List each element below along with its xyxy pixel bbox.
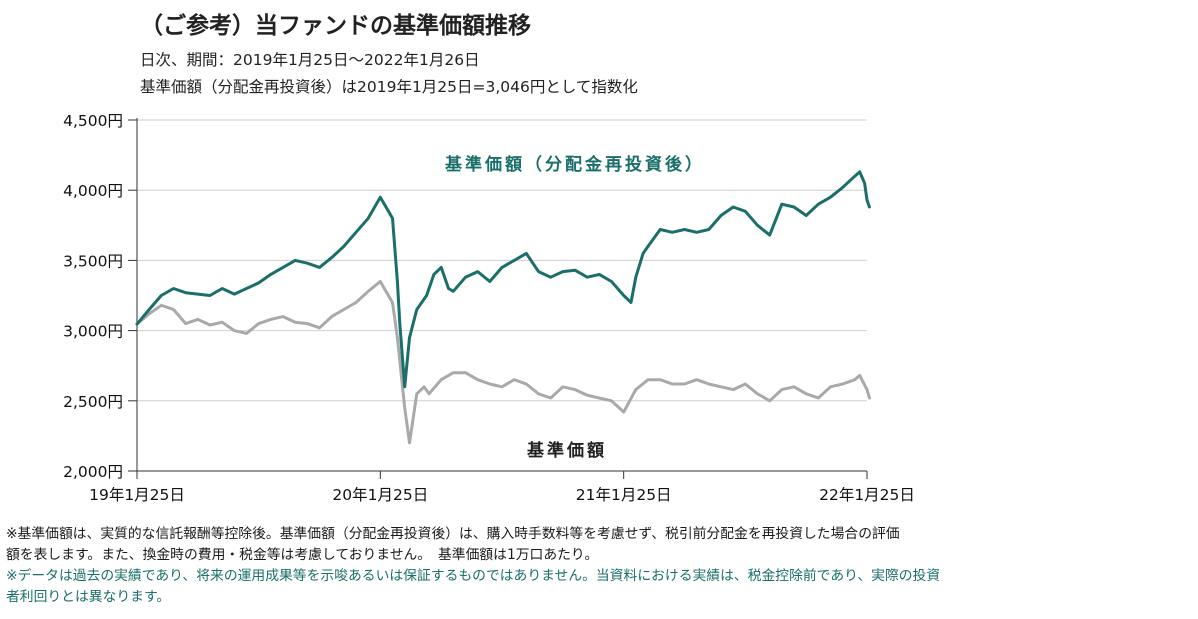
y-axis-ticks: 2,000円 2,500円 3,000円 3,500円 4,000円 4,500円: [63, 112, 137, 481]
x-axis: 19年1月25日 20年1月25日 21年1月25日 22年1月25日: [89, 118, 915, 504]
x-tick-label: 20年1月25日: [332, 486, 428, 504]
y-tick-label: 4,000円: [63, 182, 123, 200]
x-tick-label: 22年1月25日: [819, 486, 915, 504]
x-tick-label: 21年1月25日: [576, 486, 672, 504]
chart-period: 日次、期間：2019年1月25日～2022年1月26日: [140, 51, 480, 69]
y-tick-label: 2,500円: [63, 393, 123, 411]
footnotes: ※基準価額は、実質的な信託報酬等控除後。基準価額（分配金再投資後）は、購入時手数…: [6, 524, 1194, 608]
footnote-line-1: ※基準価額は、実質的な信託報酬等控除後。基準価額（分配金再投資後）は、購入時手数…: [6, 526, 900, 542]
chart-title: （ご参考）当ファンドの基準価額推移: [140, 13, 531, 39]
footnote-line-2: 額を表します。また、換金時の費用・税金等は考慮しておりません。 基準価額は1万口…: [6, 547, 599, 563]
y-tick-label: 4,500円: [63, 112, 123, 130]
series-line-nav: [135, 280, 871, 445]
x-tick-label: 19年1月25日: [89, 486, 185, 504]
series-line-reinvested: [135, 170, 871, 389]
series-label-reinvested: 基準価額（分配金再投資後）: [444, 154, 705, 175]
series-labels: 基準価額（分配金再投資後） 基準価額: [444, 154, 705, 461]
series-label-nav: 基準価額: [526, 440, 607, 461]
series-lines: [135, 170, 871, 445]
disclaimer-line-2: 者利回りとは異なります。: [6, 589, 171, 605]
y-tick-label: 3,000円: [63, 323, 123, 341]
chart-index-note: 基準価額（分配金再投資後）は2019年1月25日=3,046円として指数化: [140, 78, 638, 96]
disclaimer-line-1: ※データは過去の実績であり、将来の運用成果等を示唆あるいは保証するものではありま…: [6, 568, 941, 584]
y-tick-label: 3,500円: [63, 252, 123, 270]
gridlines: [137, 119, 867, 402]
y-tick-label: 2,000円: [63, 463, 123, 481]
nav-line-chart: 2,000円 2,500円 3,000円 3,500円 4,000円 4,500円 19年…: [63, 112, 915, 504]
